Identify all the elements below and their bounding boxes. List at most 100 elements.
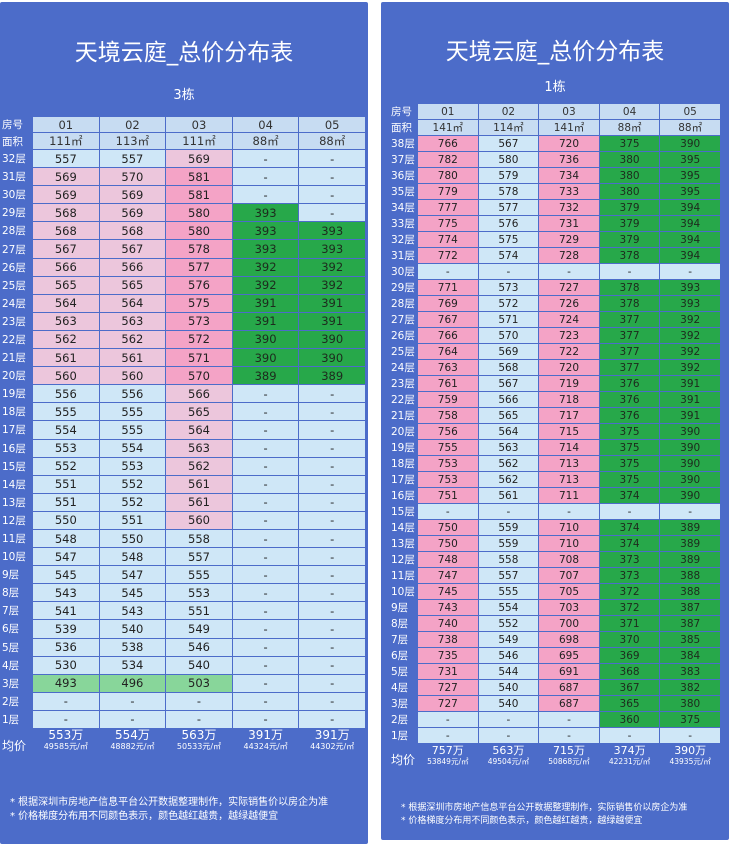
floor-label: 38层 [389, 135, 418, 152]
price-cell: - [298, 547, 366, 567]
average-cell: 715万 50868元/㎡ [538, 743, 600, 776]
price-cell: 561 [32, 348, 100, 368]
price-cell: 549 [477, 631, 540, 648]
price-cell: - [477, 503, 540, 520]
price-cell: 391 [298, 293, 366, 313]
price-cell: 554 [98, 438, 167, 458]
header-label-area: 面积 [0, 132, 33, 150]
price-cell: 549 [165, 619, 233, 639]
price-cell: - [298, 691, 366, 711]
price-cell: 378 [598, 247, 661, 264]
price-cell: 379 [598, 199, 661, 216]
price-cell: 393 [231, 239, 300, 259]
price-cell: 389 [659, 535, 721, 552]
price-cell: 375 [598, 471, 661, 488]
floor-row: 7层 541 543 551- - [0, 601, 366, 621]
price-cell: 710 [538, 519, 600, 536]
price-cell: 581 [165, 167, 233, 187]
floor-label: 18层 [389, 455, 418, 472]
price-cell: 380 [598, 183, 661, 200]
floor-row: 17层 753 562 713 375 390 [389, 471, 721, 488]
price-cell: - [298, 510, 366, 530]
price-cell: 726 [538, 295, 600, 312]
price-cell: 580 [477, 151, 540, 168]
price-cell: 569 [165, 148, 233, 169]
price-cell: 718 [538, 391, 600, 408]
price-cell: - [298, 565, 366, 585]
price-cell: 722 [538, 343, 600, 360]
price-cell: 384 [659, 647, 721, 664]
price-cell: 391 [298, 311, 366, 331]
price-cell: 568 [98, 221, 167, 241]
price-cell: 551 [98, 510, 167, 530]
price-cell: - [231, 456, 300, 476]
price-cell: - [231, 474, 300, 494]
price-cell: 555 [32, 402, 100, 422]
average-total-price: 757万 [431, 744, 464, 758]
average-cell: 563万 49504元/㎡ [477, 743, 540, 776]
price-cell: 382 [659, 679, 721, 696]
price-cell: 756 [417, 423, 479, 440]
price-cell: 369 [598, 647, 661, 664]
price-cell: 566 [165, 384, 233, 404]
header-area-cell: 88㎡ [231, 132, 300, 150]
floor-label: 12层 [389, 551, 418, 568]
price-cell: 577 [165, 257, 233, 277]
floor-row: 15层 - - - - - [389, 503, 721, 520]
floor-row: 26层 566 566 577 392 392 [0, 257, 366, 277]
price-cell: 392 [659, 343, 721, 360]
price-cell: 374 [598, 519, 661, 536]
price-cell: 564 [32, 293, 100, 313]
price-cell: 390 [659, 455, 721, 472]
floor-label: 7层 [0, 601, 33, 621]
price-cell: 543 [32, 583, 100, 603]
average-total-price: 390万 [674, 744, 707, 758]
price-cell: 380 [598, 167, 661, 184]
floor-label: 18层 [0, 402, 33, 422]
price-cell: 393 [298, 221, 366, 241]
header-unit-cell: 05 [659, 103, 721, 120]
price-cell: - [231, 691, 300, 711]
floor-row: 32层 774 575 729 379 394 [389, 231, 721, 248]
price-cell: 564 [98, 293, 167, 313]
floor-label: 29层 [389, 279, 418, 296]
floor-row: 19层 556 556 566- - [0, 384, 366, 404]
price-cell: 378 [598, 279, 661, 296]
price-cell: 558 [165, 528, 233, 549]
price-cell: 561 [477, 487, 540, 504]
price-cell: 393 [231, 203, 300, 223]
price-cell: 573 [477, 279, 540, 296]
price-cell: 370 [598, 631, 661, 648]
price-cell: 569 [32, 167, 100, 187]
price-cell: 565 [477, 407, 540, 424]
price-cell: 552 [477, 615, 540, 632]
average-cell: 374万 42231元/㎡ [598, 743, 661, 776]
price-cell: 777 [417, 199, 479, 216]
price-cell: - [231, 619, 300, 639]
price-cell: 729 [538, 231, 600, 248]
floor-label: 3层 [389, 695, 418, 712]
average-total-price: 391万 [248, 728, 284, 742]
price-cell: 580 [165, 221, 233, 241]
price-cell: 530 [32, 655, 100, 675]
price-cell: 392 [659, 311, 721, 328]
price-cell: 394 [659, 247, 721, 264]
price-cell: - [231, 637, 300, 657]
floor-label: 34层 [389, 199, 418, 216]
price-cell: 766 [417, 135, 479, 152]
price-cell: 580 [165, 203, 233, 223]
floor-label: 22层 [0, 329, 33, 350]
floor-row: 7层 738 549 698 370 385 [389, 631, 721, 648]
price-cell: 375 [598, 439, 661, 456]
floor-label: 30层 [389, 263, 418, 280]
price-cell: 391 [659, 375, 721, 392]
floor-row: 30层 - - - - - [389, 263, 721, 280]
floor-row: 9层 743 554 703 372 387 [389, 599, 721, 616]
price-cell: 390 [298, 329, 366, 350]
building-subtitle: 1栋 [544, 80, 566, 95]
floor-row: 18层 753 562 713 375 390 [389, 455, 721, 472]
floor-label: 2层 [0, 691, 33, 711]
price-cell: 390 [231, 348, 300, 368]
footnotes: * 根据深圳市房地产信息平台公开数据整理制作，实际销售价以房企为准 * 价格梯度… [10, 796, 360, 824]
price-cell: 567 [98, 239, 167, 259]
